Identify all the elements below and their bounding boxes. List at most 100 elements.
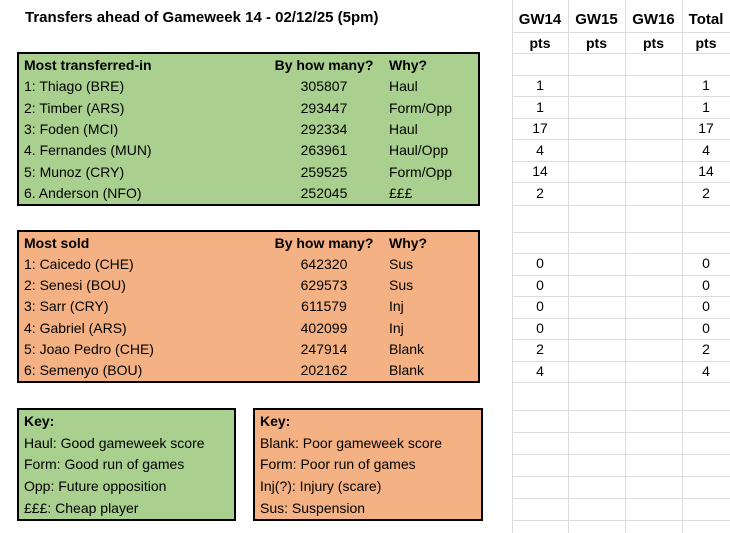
points-cell-total: 1 bbox=[702, 98, 710, 115]
player-cell: 1: Thiago (BRE) bbox=[24, 78, 125, 95]
points-cell-gw16 bbox=[625, 183, 682, 205]
gridline-horizontal bbox=[512, 232, 730, 233]
transfers-in-header-row: Most transferred-in By how many? Why? bbox=[19, 54, 478, 75]
why-cell: Inj bbox=[389, 319, 404, 336]
key-title: Key: bbox=[260, 412, 291, 429]
points-cell-gw16 bbox=[625, 318, 682, 340]
table-row: 6: Semenyo (BOU) 202162 Blank bbox=[19, 360, 478, 381]
points-cell-gw16 bbox=[625, 118, 682, 140]
player-cell: 1: Caicedo (CHE) bbox=[24, 255, 134, 272]
points-cell-gw16 bbox=[625, 140, 682, 162]
table-row: 5: Munoz (CRY) 259525 Form/Opp bbox=[19, 161, 478, 182]
points-cell-gw16 bbox=[625, 97, 682, 119]
count-cell: 293447 bbox=[300, 99, 348, 116]
count-cell: 402099 bbox=[300, 319, 348, 336]
points-cell-gw14: 2 bbox=[536, 184, 544, 201]
table-row: 1: Thiago (BRE) 305807 Haul bbox=[19, 75, 478, 96]
key-line: Inj(?): Injury (scare) bbox=[260, 478, 382, 495]
gridline-horizontal bbox=[512, 296, 730, 297]
gw-column-header: GW14 bbox=[518, 11, 562, 28]
points-cell-gw14: 0 bbox=[536, 255, 544, 271]
player-cell: 6. Anderson (NFO) bbox=[24, 185, 142, 202]
points-cell-gw16 bbox=[625, 275, 682, 297]
points-cell-gw15 bbox=[568, 183, 625, 205]
points-cell-gw16 bbox=[625, 339, 682, 361]
key-box-good: Key: Haul: Good gameweek score Form: Goo… bbox=[17, 408, 236, 521]
points-cell-gw14: 0 bbox=[536, 319, 544, 336]
col-header-why: Why? bbox=[389, 234, 428, 251]
points-cell-gw16 bbox=[625, 161, 682, 183]
count-cell: 611579 bbox=[301, 298, 347, 315]
gridline-horizontal bbox=[512, 476, 730, 477]
table-row: 2: Timber (ARS) 293447 Form/Opp bbox=[19, 97, 478, 118]
key-title: Key: bbox=[24, 412, 55, 429]
gw-column-header: Total bbox=[688, 11, 724, 28]
points-cell-total: 0 bbox=[702, 276, 710, 293]
table-row: 5: Joao Pedro (CHE) 247914 Blank bbox=[19, 338, 478, 359]
gridline-horizontal bbox=[512, 454, 730, 455]
why-cell: Sus bbox=[389, 255, 414, 272]
gridline-vertical bbox=[682, 0, 683, 533]
table-row: 1: Caicedo (CHE) 642320 Sus bbox=[19, 253, 478, 274]
gw-column-header: GW15 bbox=[575, 11, 618, 28]
points-cell-total: 14 bbox=[698, 163, 714, 179]
gridline-vertical bbox=[512, 0, 513, 533]
gridline-horizontal bbox=[512, 53, 730, 54]
col-header-count: By how many? bbox=[274, 234, 374, 251]
points-cell-gw14: 0 bbox=[536, 276, 544, 293]
points-cell-gw16 bbox=[625, 361, 682, 383]
gridline-horizontal bbox=[512, 139, 730, 140]
player-cell: 3: Sarr (CRY) bbox=[24, 298, 109, 315]
table-row: 3: Sarr (CRY) 611579 Inj bbox=[19, 296, 478, 317]
table-title: Most sold bbox=[24, 234, 90, 251]
page-title: Transfers ahead of Gameweek 14 - 02/12/2… bbox=[25, 9, 379, 26]
key-line: Opp: Future opposition bbox=[24, 478, 167, 495]
key-line: Form: Poor run of games bbox=[260, 456, 416, 473]
table-row: 2: Senesi (BOU) 629573 Sus bbox=[19, 275, 478, 296]
gridline-horizontal bbox=[512, 32, 730, 33]
key-line: £££: Cheap player bbox=[24, 500, 139, 517]
points-cell-gw15 bbox=[568, 118, 625, 140]
gridline-horizontal bbox=[512, 118, 730, 119]
points-cell-total: 4 bbox=[702, 362, 710, 379]
key-box-bad: Key: Blank: Poor gameweek score Form: Po… bbox=[253, 408, 483, 521]
why-cell: Sus bbox=[389, 277, 414, 294]
points-cell-gw15 bbox=[568, 140, 625, 162]
gridline-horizontal bbox=[512, 382, 730, 383]
player-cell: 3: Foden (MCI) bbox=[24, 120, 119, 137]
gridline-horizontal bbox=[512, 96, 730, 97]
why-cell: Haul bbox=[389, 78, 418, 95]
why-cell: Haul bbox=[389, 120, 418, 137]
points-cell-gw14: 17 bbox=[532, 120, 548, 136]
points-cell-total: 1 bbox=[702, 77, 710, 93]
points-cell-total: 0 bbox=[702, 255, 710, 271]
player-cell: 4. Fernandes (MUN) bbox=[24, 142, 152, 159]
count-cell: 629573 bbox=[300, 277, 348, 294]
count-cell: 259525 bbox=[300, 163, 348, 180]
key-line: Blank: Poor gameweek score bbox=[260, 434, 443, 451]
points-cell-gw15 bbox=[568, 75, 625, 97]
gridline-horizontal bbox=[512, 498, 730, 499]
points-cell-gw15 bbox=[568, 318, 625, 340]
player-cell: 2: Timber (ARS) bbox=[24, 99, 125, 116]
points-cell-total: 0 bbox=[702, 319, 710, 336]
table-row: 4. Fernandes (MUN) 263961 Haul/Opp bbox=[19, 140, 478, 161]
points-cell-gw15 bbox=[568, 361, 625, 383]
table-row: 6. Anderson (NFO) 252045 £££ bbox=[19, 183, 478, 204]
count-cell: 247914 bbox=[300, 341, 348, 358]
points-cell-total: 17 bbox=[698, 120, 714, 136]
points-cell-gw15 bbox=[568, 161, 625, 183]
gridline-horizontal bbox=[512, 520, 730, 521]
count-cell: 263961 bbox=[300, 142, 348, 159]
count-cell: 292334 bbox=[300, 120, 348, 137]
player-cell: 5: Munoz (CRY) bbox=[24, 163, 125, 180]
gridline-horizontal bbox=[512, 410, 730, 411]
points-cell-gw14: 2 bbox=[536, 341, 544, 357]
gridline-horizontal bbox=[512, 253, 730, 254]
gridline-horizontal bbox=[512, 161, 730, 162]
gridline-vertical bbox=[625, 0, 626, 533]
why-cell: Haul/Opp bbox=[389, 142, 449, 159]
col-header-count: By how many? bbox=[274, 56, 374, 73]
count-cell: 305807 bbox=[300, 78, 348, 95]
points-cell-gw15 bbox=[568, 296, 625, 318]
